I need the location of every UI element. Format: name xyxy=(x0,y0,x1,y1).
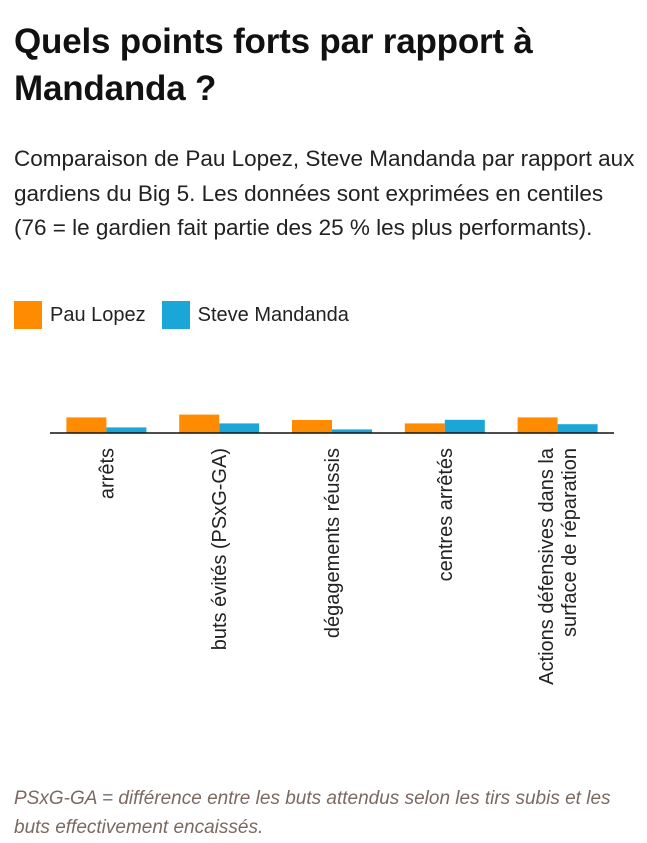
legend-swatch-steve-mandanda xyxy=(161,301,190,329)
bar-steve-mandanda-2 xyxy=(332,429,372,433)
page-title: Quels points forts par rapport à Mandand… xyxy=(14,22,533,108)
category-label-2-line-0: dégagements réussis xyxy=(322,448,344,638)
category-label-3-line-0: centres arrêtés xyxy=(435,448,457,581)
category-label-0: arrêts xyxy=(96,448,118,499)
legend-item-pau-lopez: Pau Lopez xyxy=(14,301,146,329)
category-label-3: centres arrêtés xyxy=(435,448,457,581)
legend-item-steve-mandanda: Steve Mandanda xyxy=(161,301,349,329)
chart-legend: Pau Lopez Steve Mandanda xyxy=(14,300,365,330)
category-label-4-line-1: surface de réparation xyxy=(559,448,581,637)
bar-steve-mandanda-3 xyxy=(444,419,485,433)
bar-steve-mandanda-0 xyxy=(106,427,147,433)
bar-pau-lopez-1 xyxy=(179,414,220,433)
category-label-4-line-0: Actions défensives dans la xyxy=(536,447,558,685)
category-label-0-line-0: arrêts xyxy=(96,448,118,499)
bar-steve-mandanda-4 xyxy=(557,424,598,433)
bar-pau-lopez-2 xyxy=(292,420,332,433)
bar-pau-lopez-3 xyxy=(404,423,445,433)
legend-label-pau-lopez: Pau Lopez xyxy=(50,303,146,326)
bar-pau-lopez-0 xyxy=(66,417,107,433)
bar-steve-mandanda-1 xyxy=(219,423,260,433)
category-label-1-line-0: buts évités (PSxG-GA) xyxy=(209,448,231,650)
category-label-2: dégagements réussis xyxy=(322,448,344,638)
category-label-4: Actions défensives dans lasurface de rép… xyxy=(536,447,581,685)
footnote: PSxG-GA = différence entre les buts atte… xyxy=(14,788,611,838)
bar-pau-lopez-4 xyxy=(517,417,558,433)
legend-label-steve-mandanda: Steve Mandanda xyxy=(197,303,349,326)
page-subtitle: Comparaison de Pau Lopez, Steve Mandanda… xyxy=(14,146,635,240)
legend-swatch-pau-lopez xyxy=(14,301,42,329)
category-label-1: buts évités (PSxG-GA) xyxy=(209,448,231,650)
bar-chart: arrêts buts évités (PSxG-GA) dégagements r… xyxy=(50,414,614,685)
